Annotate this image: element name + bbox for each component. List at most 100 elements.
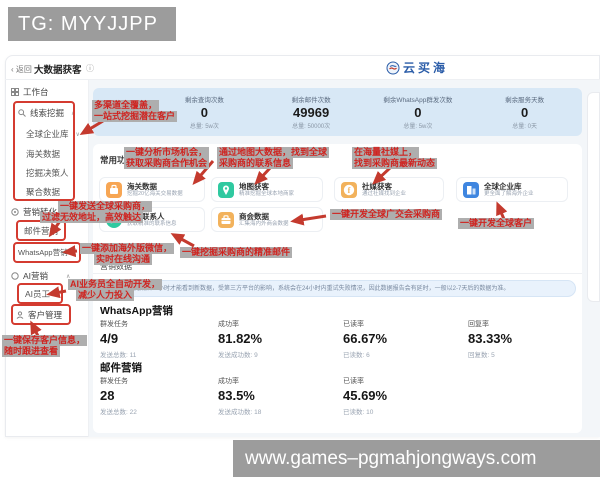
card-desc: 汇集海内外商会数据 xyxy=(239,220,289,227)
stat-total: 总量: 5w次 xyxy=(403,124,433,130)
sidebar-item-workbench[interactable]: 工作台 xyxy=(11,86,49,98)
metric-value: 83.5% xyxy=(218,388,255,403)
sidebar-divider xyxy=(88,80,89,437)
card-name: 全球企业库 xyxy=(484,181,522,191)
metric-label: 群发任务 xyxy=(100,321,128,328)
card-desc: 获取精准的联系信息 xyxy=(127,220,177,227)
facebook-icon: f xyxy=(341,181,357,198)
card-name: 商会数据 xyxy=(239,211,269,221)
stat-total: 总量: 50000次 xyxy=(292,124,331,130)
chevron-down-icon: ∨ xyxy=(75,131,80,138)
lead-mining-label: 线索挖掘 xyxy=(30,108,65,118)
stat-value: 0 xyxy=(200,105,208,120)
sidebar-item-global-company-db[interactable]: 全球企业库 ∨ xyxy=(26,128,80,140)
sidebar-item-aggregated-data[interactable]: 聚合数据 xyxy=(26,186,60,198)
metric-value: 81.82% xyxy=(218,331,263,346)
briefcase-icon xyxy=(218,211,234,228)
whatsapp-section-title: WhatsApp营销 xyxy=(100,305,173,317)
aggregated-data-label: 聚合数据 xyxy=(26,187,61,197)
stat-total: 总量: 0天 xyxy=(512,124,537,130)
annotation-canton-fair: 一键开发全球广交会采购商 xyxy=(330,209,443,220)
metric-value: 4/9 xyxy=(100,331,119,346)
email-marketing-label: 邮件营销 xyxy=(24,226,59,236)
target-icon xyxy=(11,208,19,216)
stat-label: 剩余查询次数 xyxy=(184,97,224,104)
annotation-global-customers: 一键开发全球客户 xyxy=(458,218,535,229)
metric-wa-tasks: 群发任务 4/9 发送总数: 11 xyxy=(100,319,210,359)
stat-label: 剩余邮件次数 xyxy=(291,97,331,104)
watermark-bar: www.games–pgmahjongways.com xyxy=(233,440,600,477)
brand-logo: 云买海 xyxy=(386,59,448,76)
stat-label: 剩余服务天数 xyxy=(505,97,545,104)
metric-wa-read-rate: 已读率 66.67% 已读数: 6 xyxy=(343,319,453,359)
card-social-media-leads[interactable]: f 社媒获客 通过社媒找到企业 xyxy=(334,177,444,202)
metric-wa-reply-rate: 回复率 83.33% 回复数: 5 xyxy=(468,319,578,359)
customs-data-label: 海关数据 xyxy=(26,149,61,159)
header-divider xyxy=(5,79,600,80)
sidebar-item-decision-maker[interactable]: 挖掘决策人 xyxy=(26,167,69,179)
card-global-company-db[interactable]: 全球企业库 更全面了解海外企业 xyxy=(456,177,568,202)
metric-sub: 已读数: 6 xyxy=(343,352,370,359)
metric-label: 回复率 xyxy=(468,321,489,328)
ai-marketing-label: AI营销 xyxy=(23,271,49,281)
metric-label: 成功率 xyxy=(218,321,239,328)
metric-sub: 已读数: 10 xyxy=(343,409,374,416)
sidebar-item-email-marketing[interactable]: 邮件营销 xyxy=(24,225,58,237)
common-functions-title: 常用功能 xyxy=(100,155,135,165)
sidebar-item-customer-management[interactable]: 客户管理 xyxy=(16,309,62,321)
metric-label: 成功率 xyxy=(218,378,239,385)
chevron-up-icon: ∧ xyxy=(66,273,71,280)
logo-text: 云买海 xyxy=(403,61,449,75)
stat-total: 总量: 5w次 xyxy=(189,124,219,130)
sidebar-item-ai-marketing[interactable]: AI营销 ∧ xyxy=(11,270,70,282)
card-desc: 通过社媒找到企业 xyxy=(362,190,407,197)
search-icon xyxy=(18,109,26,117)
metric-email-success-rate: 成功率 83.5% 发送成功数: 18 xyxy=(218,376,328,416)
right-edge-panel xyxy=(587,92,600,302)
tab-divider xyxy=(93,273,582,274)
metric-sub: 回复数: 5 xyxy=(468,352,495,359)
card-map-leads[interactable]: 地图获客 精准挖掘全球本地商家 xyxy=(211,177,323,202)
card-desc: 更全面了解海外企业 xyxy=(484,190,534,197)
sidebar-item-customs-data[interactable]: 海关数据 xyxy=(26,148,60,160)
stat-value: 49969 xyxy=(293,105,330,120)
card-chamber-data[interactable]: 商会数据 汇集海内外商会数据 xyxy=(211,207,323,232)
email-section-title: 邮件营销 xyxy=(100,362,142,374)
person-icon xyxy=(16,311,24,319)
stat-remaining-queries: 剩余查询次数 0 总量: 5w次 xyxy=(151,94,258,130)
logo-emblem-icon xyxy=(386,61,400,74)
svg-text:f: f xyxy=(348,186,351,195)
info-icon[interactable]: ⓘ xyxy=(86,64,94,73)
metric-value: 66.67% xyxy=(343,331,388,346)
annotation-ai-salesman: AI业务员全自动开发， 减少人力投入 xyxy=(68,279,163,301)
metric-label: 群发任务 xyxy=(100,378,128,385)
metric-label: 已读率 xyxy=(343,378,364,385)
metric-value: 28 xyxy=(100,388,115,403)
metric-email-read-rate: 已读率 45.69% 已读数: 10 xyxy=(343,376,453,416)
sidebar-item-whatsapp-marketing[interactable]: WhatsApp营销 xyxy=(18,247,68,258)
chevron-up-icon: ∧ xyxy=(71,110,76,117)
metric-value: 83.33% xyxy=(468,331,513,346)
annotation-save-customer: 一键保存客户信息， 随时跟进查看 xyxy=(2,335,88,357)
annotation-email-blast: 一键发送全球采购商， 过滤无效地址，高效触达 xyxy=(40,201,153,223)
customer-management-label: 客户管理 xyxy=(28,310,63,320)
customs-data-icon xyxy=(106,181,122,198)
annotation-multichannel: 多渠道全覆盖， 一站式挖掘潜在客户 xyxy=(92,100,178,122)
back-button[interactable]: ‹ 返回 xyxy=(11,65,32,74)
workbench-label: 工作台 xyxy=(23,87,49,97)
map-pin-icon xyxy=(218,181,234,198)
global-company-db-label: 全球企业库 xyxy=(26,129,69,139)
sidebar-item-ai-employee[interactable]: AI员工 xyxy=(25,288,50,300)
building-icon xyxy=(463,181,479,198)
card-customs-data[interactable]: 海关数据 挖掘20亿海关交易数据 xyxy=(99,177,205,202)
stat-remaining-whatsapp: 剩余WhatsApp群发次数 0 总量: 5w次 xyxy=(365,94,472,130)
sidebar-item-lead-mining[interactable]: 线索挖掘 ∧ xyxy=(18,107,75,119)
card-name: 海关数据 xyxy=(127,181,157,191)
annotation-overseas-wechat: 一键添加海外版微信， 实时在线沟通 xyxy=(80,243,175,265)
metric-label: 已读率 xyxy=(343,321,364,328)
card-desc: 精准挖掘全球本地商家 xyxy=(239,190,295,197)
workbench-icon xyxy=(11,88,19,96)
ai-icon xyxy=(11,272,19,280)
tab-marketing-data[interactable]: 营销数据 xyxy=(100,262,132,271)
